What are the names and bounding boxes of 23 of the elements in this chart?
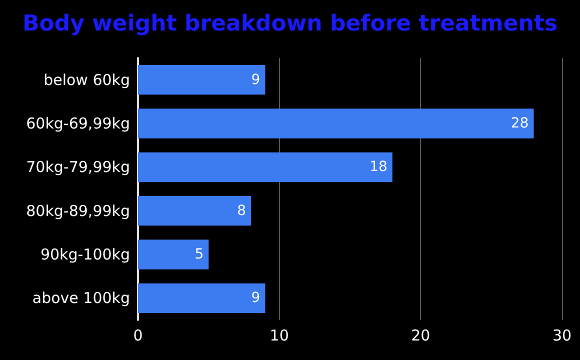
y-tick-label: above 100kg [32,289,130,308]
data-label: 5 [194,246,204,262]
chart-title: Body weight breakdown before treatments [22,12,558,36]
data-label: 28 [510,116,529,132]
bar [138,196,252,226]
data-label: 9 [251,72,260,88]
bar [138,240,209,270]
x-tick-label: 30 [552,326,572,344]
data-label: 9 [251,290,260,306]
data-label: 18 [370,159,388,176]
bar [138,152,392,182]
bar [138,108,534,138]
x-tick-label: 10 [270,326,289,344]
y-tick-label: below 60kg [44,70,130,89]
bar [138,64,266,95]
x-tick-label: 20 [411,326,430,344]
bar [138,283,266,314]
x-tick-label: 0 [133,326,143,344]
y-tick-label: 60kg-69,99kg [26,114,130,132]
data-label: 8 [237,202,246,219]
y-tick-label: 90kg-100kg [40,246,130,264]
y-tick-label: 70kg-79,99kg [26,158,130,176]
y-tick-label: 80kg-89,99kg [26,202,130,220]
